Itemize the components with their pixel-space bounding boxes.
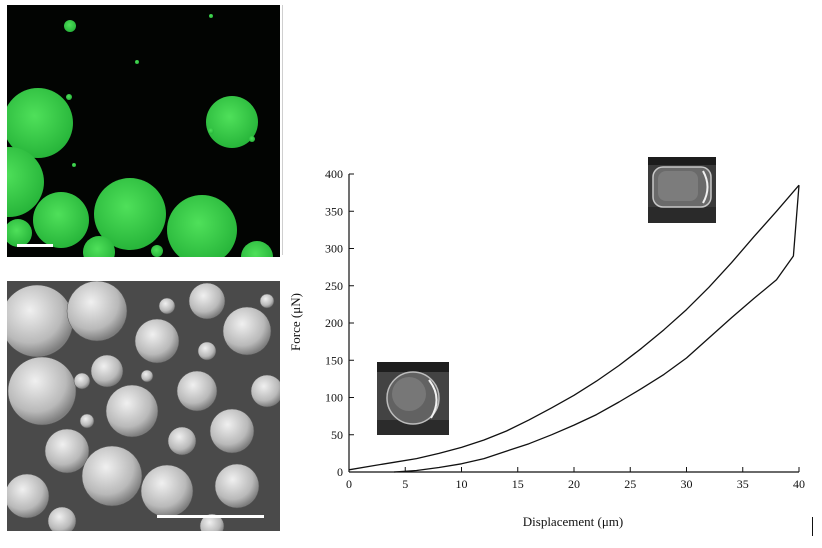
sem-microspheres-icon — [7, 281, 280, 531]
y-tick-label-5: 250 — [325, 279, 343, 293]
y-tick-label-4: 200 — [325, 316, 343, 330]
confocal-fluorescence-icon — [7, 5, 280, 257]
x-tick-label-8: 40 — [793, 477, 805, 491]
loading-curve — [348, 184, 800, 471]
x-tick-label-3: 15 — [512, 477, 524, 491]
y-tick-label-2: 100 — [325, 391, 343, 405]
x-tick-label-2: 10 — [456, 477, 468, 491]
y-tick-label-1: 50 — [331, 428, 343, 442]
y-tick-label-8: 400 — [325, 167, 343, 181]
chart-curves — [348, 184, 800, 473]
x-tick-label-7: 35 — [737, 477, 749, 491]
y-tick-label-3: 150 — [325, 353, 343, 367]
chart-canvas: 0 5 10 15 20 25 30 35 40050100150200250300350400… — [288, 157, 805, 529]
x-tick-label-0: 0 — [346, 477, 352, 491]
sem-inset-initial-icon — [377, 362, 449, 435]
confocal-image-panel — [7, 5, 280, 257]
panel-edge-line — [282, 5, 283, 255]
x-tick-label-1: 5 — [402, 477, 408, 491]
y-tick-label-0: 0 — [337, 465, 343, 479]
force-displacement-chart: 0 5 10 15 20 25 30 35 40 0 50 100 150 200 250 300 350 400… — [280, 150, 822, 543]
x-axis-title: Displacement (μm) — [523, 514, 623, 529]
unloading-curve — [393, 185, 800, 473]
sem-inset-compressed-icon — [648, 157, 716, 223]
corner-mark — [812, 517, 813, 536]
y-axis-title: Force (μN) — [288, 293, 303, 351]
y-tick-label-6: 300 — [325, 242, 343, 256]
x-tick-label-6: 30 — [681, 477, 693, 491]
x-tick-label-4: 20 — [568, 477, 580, 491]
sem-image-panel — [7, 281, 280, 531]
x-tick-label-5: 25 — [624, 477, 636, 491]
y-tick-label-7: 350 — [325, 204, 343, 218]
